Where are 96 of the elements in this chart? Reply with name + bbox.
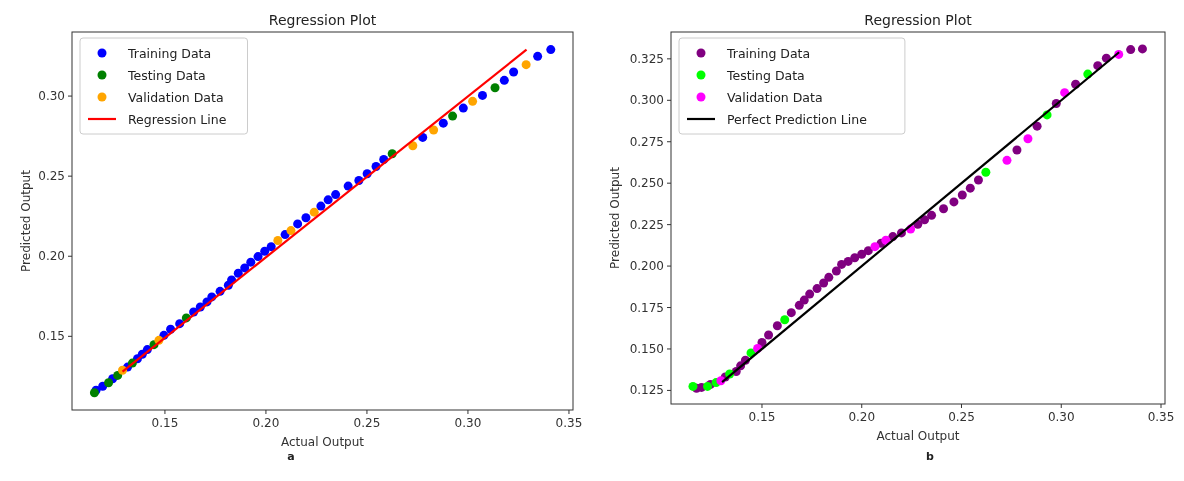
point [1126,45,1136,55]
point [233,268,243,278]
legend-label: Perfect Prediction Line [727,111,868,127]
point [831,266,841,276]
point [857,249,867,259]
text: a [287,450,295,463]
chart-title: Regression Plot [268,12,377,28]
point [533,51,543,61]
point [973,175,983,185]
y-tick-label: 0.325 [629,51,664,66]
legend-label: Testing Data [726,67,805,83]
legend-label: Validation Data [727,89,823,105]
point [688,381,698,391]
x-tick-label: 0.35 [555,416,583,430]
y-tick-label: 0.200 [629,259,664,274]
point [920,215,930,225]
y-tick-label: 0.125 [629,383,664,398]
y-tick-label: 0.30 [38,89,65,104]
point [1012,145,1022,155]
legend-label: Testing Data [127,67,206,83]
point [870,242,880,252]
y-tick-label: 0.20 [38,249,65,264]
y-tick-label: 0.225 [629,217,664,232]
y-axis-title: Predicted Output [19,169,33,272]
legend-label: Validation Data [128,89,224,105]
point [246,257,256,267]
point [794,300,804,310]
point [458,103,468,113]
x-axis-title: Actual Output [876,429,960,443]
y-tick-label: 0.275 [629,134,664,149]
text: b [926,450,935,463]
point [772,321,782,331]
point [323,195,333,205]
point [957,190,967,200]
legend-label: Training Data [127,45,212,61]
point [1023,134,1033,144]
point [805,289,815,299]
y-tick-label: 0.300 [629,93,664,108]
point [812,284,822,294]
point [1137,44,1147,54]
point [468,96,478,106]
point [764,330,774,340]
x-tick-label: 0.15 [151,416,179,430]
y-tick-label: 0.250 [629,176,664,191]
point [309,207,319,217]
point [965,183,975,193]
point [260,246,270,256]
point [824,272,834,282]
point [104,378,114,388]
point [881,235,891,245]
point [316,201,326,211]
point [429,125,439,135]
point [438,118,448,128]
point [780,315,790,325]
x-tick-label: 0.30 [1047,410,1075,424]
point [1032,121,1042,131]
point [253,252,263,262]
y-tick-label: 0.175 [629,300,664,315]
point [490,83,500,93]
x-tick-label: 0.30 [454,416,482,430]
point [331,190,341,200]
point [509,67,519,77]
x-tick-label: 0.25 [353,416,381,430]
point [478,90,487,100]
y-axis-title: Predicted Output [608,166,622,269]
point [273,236,283,246]
legend-label: Regression Line [128,111,227,127]
point [293,219,303,229]
point [448,111,458,121]
point [927,210,937,220]
point [949,197,959,207]
point [1002,155,1012,165]
y-tick-label: 0.150 [629,341,664,356]
point [786,308,796,318]
x-tick-label: 0.20 [848,410,876,424]
point [266,242,276,252]
x-tick-label: 0.25 [948,410,975,424]
point [499,75,509,85]
point [546,45,556,55]
x-tick-label: 0.15 [748,410,776,424]
point [819,278,829,288]
chart-title: Regression Plot [864,12,973,28]
x-tick-label: 0.35 [1147,410,1175,424]
y-tick-label: 0.25 [38,169,65,184]
point [981,167,991,177]
point [240,263,250,273]
x-axis-title: Actual Output [280,435,365,449]
point [521,60,531,70]
point [301,213,311,223]
legend-label: Training Data [726,45,811,61]
point [837,259,847,269]
point [939,204,949,214]
x-tick-label: 0.20 [252,416,280,430]
y-tick-label: 0.15 [38,329,65,344]
point [286,226,296,236]
point [850,253,860,263]
